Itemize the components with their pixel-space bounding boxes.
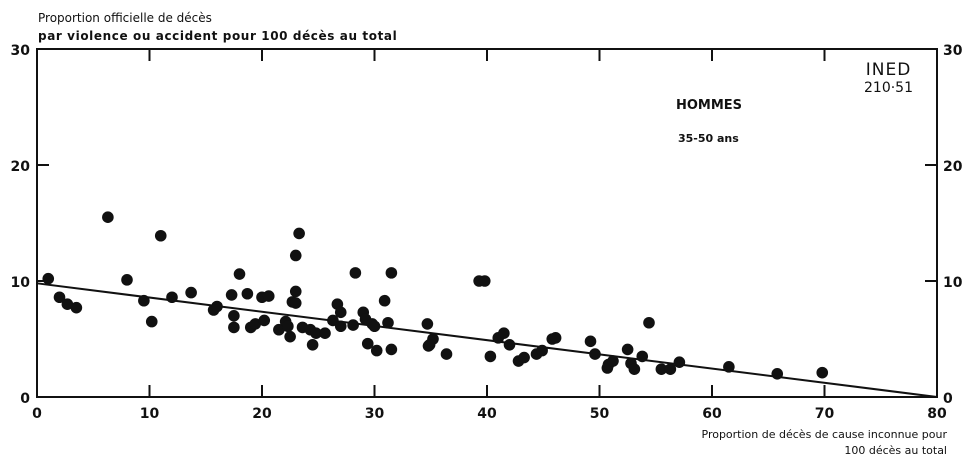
data-point [154,229,167,242]
data-point [145,315,158,328]
logo-line-2: 210·51 [864,80,913,96]
data-point [636,350,649,363]
y-tick-label-right: 0 [943,391,953,407]
data-point [621,343,634,356]
data-point [549,332,562,344]
data-point [249,318,262,330]
y-axis-label-line-2: par violence ou accident pour 100 décès … [38,29,398,43]
data-point [655,363,668,375]
data-point [289,249,302,262]
data-point [673,356,686,369]
x-tick-label: 60 [702,406,722,422]
data-point [273,323,285,336]
data-point [478,275,491,287]
data-point [262,290,275,302]
y-axis-label-line-1: Proportion officielle de décès [38,11,212,25]
ined-logo: INED 210·51 [864,60,913,96]
data-point [723,361,735,373]
x-axis-label-line-2: 100 décès au total [844,444,947,457]
data-point [349,267,362,279]
data-point [306,339,319,351]
data-point [293,227,305,240]
plot-frame [36,48,938,398]
data-point [228,310,240,322]
data-point [378,294,391,307]
data-point [628,363,641,375]
y-tick-label-right: 10 [943,275,963,291]
data-point [385,343,398,356]
data-point [518,351,530,364]
data-point [319,327,331,340]
data-point [607,355,619,367]
y-tick-label-right: 20 [943,159,963,175]
data-point [310,327,322,340]
data-point [258,314,271,327]
data-point [334,320,347,333]
data-point [484,350,497,363]
data-point [211,300,223,313]
data-point [382,316,394,329]
regression-line [36,282,938,398]
y-tick-label-right: 30 [943,43,963,59]
x-tick-label: 70 [815,406,835,422]
data-point [664,363,677,375]
data-point [368,320,381,333]
x-tick-label: 20 [252,406,272,422]
data-point [42,272,55,285]
data-point [334,306,347,319]
data-point [421,318,434,330]
data-point [225,289,238,301]
data-point [289,285,302,298]
data-point [370,344,383,357]
data-point [61,298,74,311]
logo-line-1: INED [865,60,912,80]
data-point [102,211,114,223]
x-tick-label: 10 [140,406,160,422]
data-point [771,368,784,380]
x-tick-label: 80 [927,406,947,422]
data-point [241,287,254,300]
y-tick-label: 20 [11,159,31,175]
points-layer [42,211,829,380]
x-tick-label: 30 [365,406,385,422]
data-point [70,301,83,314]
data-point [385,267,398,279]
data-point [228,321,240,334]
data-point [423,339,436,351]
y-tick-label: 10 [11,275,31,291]
data-point [498,327,510,340]
data-point [440,348,453,360]
y-tick-label: 0 [20,391,30,407]
x-axis-label-line-1: Proportion de décès de cause inconnue po… [701,428,948,441]
data-point [361,337,374,350]
data-point [138,294,150,307]
y-tick-label: 30 [11,43,31,59]
data-point [282,320,294,333]
x-tick-label: 40 [477,406,497,422]
data-point [536,344,548,357]
annotation-sex: HOMMES [676,98,743,113]
data-point [503,339,516,351]
data-point [121,274,133,286]
x-tick-label: 50 [590,406,610,422]
data-point [284,330,296,343]
data-point [185,286,197,299]
data-point [166,291,178,304]
data-point [589,348,601,360]
data-point [53,291,66,304]
annotation-age-group: 35-50 ans [678,132,739,145]
x-tick-label: 0 [32,406,42,422]
data-point [289,297,302,309]
data-point [233,268,246,280]
data-point [584,335,597,348]
data-point [347,319,359,331]
data-point [816,366,829,379]
data-point [643,316,655,329]
